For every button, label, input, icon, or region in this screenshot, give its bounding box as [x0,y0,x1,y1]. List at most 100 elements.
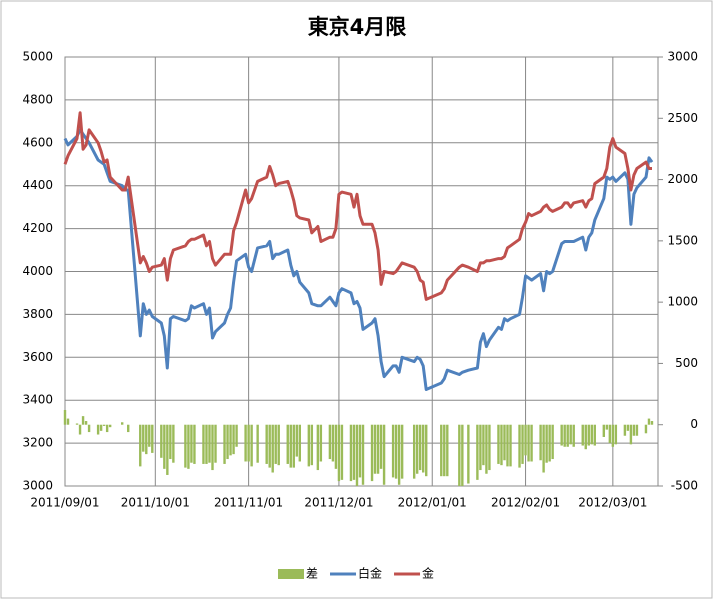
legend-label: 差 [306,567,318,581]
bar [518,424,521,468]
bar [563,424,566,447]
bar [208,424,211,463]
y-tick-label: 3000 [22,479,53,493]
legend-swatch [278,569,304,579]
bar [506,424,509,467]
x-tick-label: 2012/02/01 [491,496,560,510]
y-tick-label: 4200 [22,221,53,235]
bar [521,424,524,464]
bar [605,424,609,430]
bar [400,424,404,479]
bar [120,422,124,425]
bar [614,424,618,445]
bar [163,424,166,469]
bar [307,424,311,467]
bar [139,424,142,467]
bar [548,424,551,462]
bar [340,424,344,480]
bar [87,424,91,433]
bar [211,424,214,471]
bar [391,424,395,478]
bar [352,424,356,480]
y2-tick-label: 1500 [667,233,698,247]
bar [108,424,112,428]
bar [458,424,461,486]
bar [265,424,268,464]
bar [635,424,639,436]
bar [379,424,383,469]
bar [247,424,250,462]
x-tick-label: 2011/11/01 [214,496,283,510]
bar [647,418,651,425]
bar [623,424,627,436]
bar [187,424,190,469]
bar [274,424,277,464]
y2-tick-label: 1000 [667,295,698,309]
bar [316,424,320,471]
bar [292,424,295,468]
bar [539,424,542,461]
bar [202,424,205,464]
bar [482,424,485,466]
bar [551,424,554,460]
bar [418,424,422,471]
line [63,128,654,391]
bar [584,424,587,450]
bar [527,424,530,462]
bar [166,424,169,475]
bar [524,424,527,456]
bar [425,424,428,477]
bar [66,418,70,425]
bar [355,424,359,486]
bar [566,424,569,447]
legend-label: 金 [422,566,434,581]
bar [467,424,470,484]
bar [376,424,380,474]
bar [277,424,280,466]
bar [142,424,145,452]
bar [632,424,636,436]
bar [361,424,365,485]
bar [172,424,175,463]
bar [319,424,323,462]
y2-tick-label: 0 [690,417,698,431]
bar [271,424,274,473]
bar [382,424,386,485]
bar [148,424,151,447]
x-tick-label: 2012/01/01 [398,496,467,510]
bar [650,421,654,425]
bar [593,424,596,446]
bar [545,424,548,463]
bar [479,424,482,471]
bar [223,424,226,464]
bar [397,424,401,485]
bar [337,424,341,482]
bar [500,424,503,466]
bar [358,424,362,478]
bar [626,424,630,431]
y-tick-label: 3400 [22,393,53,407]
y-tick-label: 4000 [22,264,53,278]
bar [184,424,187,468]
bar [412,424,416,479]
bar [229,424,232,456]
y-tick-label: 4400 [22,178,53,192]
y2-tick-label: 2500 [667,111,698,125]
bar [485,424,488,474]
bar [581,424,584,446]
bar [298,424,301,462]
bar [96,424,100,435]
bar [190,424,193,463]
bar [461,424,464,486]
bar [349,424,353,482]
bar [569,424,572,445]
bar [476,424,479,480]
bar [205,424,208,464]
chart-title: 東京4月限 [308,15,407,39]
y-tick-label: 3200 [22,436,53,450]
y2-tick-label: 500 [675,356,698,370]
bar [611,424,615,447]
bar [587,424,590,446]
